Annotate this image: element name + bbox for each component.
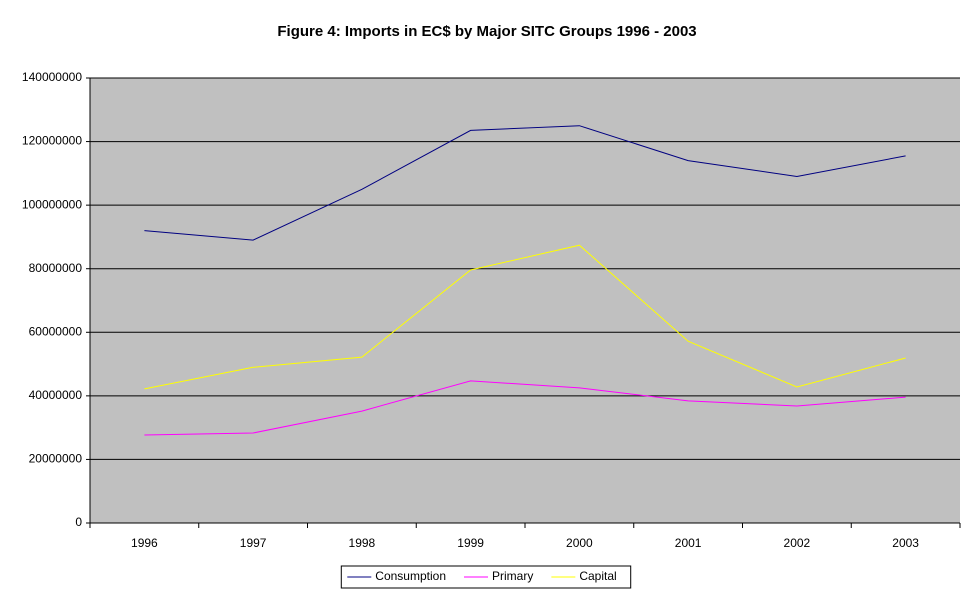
y-tick-label: 80000000 xyxy=(29,261,83,275)
plot-area xyxy=(90,78,960,523)
x-tick-label: 2003 xyxy=(892,536,919,550)
y-tick-label: 40000000 xyxy=(29,388,83,402)
y-tick-label: 20000000 xyxy=(29,452,83,466)
x-tick-label: 1996 xyxy=(131,536,158,550)
x-tick-label: 2000 xyxy=(566,536,593,550)
y-tick-label: 140000000 xyxy=(22,70,82,84)
series-line xyxy=(144,125,906,241)
x-tick-label: 1999 xyxy=(457,536,484,550)
legend-label: Capital xyxy=(579,569,616,583)
x-tick-label: 1997 xyxy=(240,536,267,550)
x-tick-label: 1998 xyxy=(349,536,376,550)
y-tick-label: 0 xyxy=(75,515,82,529)
series-line xyxy=(144,380,906,436)
legend-label: Consumption xyxy=(375,569,446,583)
y-tick-label: 120000000 xyxy=(22,134,82,148)
y-tick-label: 100000000 xyxy=(22,197,82,211)
legend: Consumption Primary Capital xyxy=(340,565,632,589)
series-line xyxy=(144,244,906,390)
x-tick-label: 2002 xyxy=(784,536,811,550)
x-tick-label: 2001 xyxy=(675,536,702,550)
y-tick-label: 60000000 xyxy=(29,324,83,338)
chart-title: Figure 4: Imports in EC$ by Major SITC G… xyxy=(277,23,696,40)
legend-label: Primary xyxy=(492,569,533,583)
